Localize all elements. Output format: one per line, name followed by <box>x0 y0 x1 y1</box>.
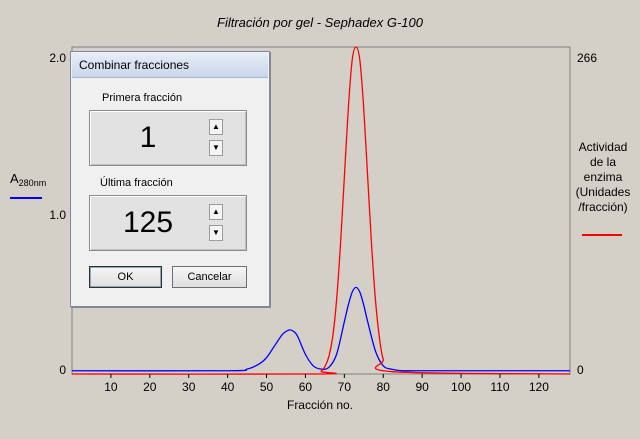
x-tick-label: 10 <box>104 380 118 394</box>
y-left-axis-label: A280nm <box>10 171 47 188</box>
ok-button[interactable]: OK <box>89 266 162 288</box>
x-tick-label: 30 <box>182 380 196 394</box>
dialog-title: Combinar fracciones <box>79 58 190 72</box>
arrow-up-icon: ▲ <box>212 207 220 216</box>
x-tick-label: 40 <box>221 380 235 394</box>
x-tick-label: 110 <box>490 380 509 394</box>
x-axis-ticks: 10 20 30 40 50 60 70 80 90 100 110 120 <box>104 374 549 394</box>
chart-title: Filtración por gel - Sephadex G-100 <box>217 15 423 30</box>
y-right-axis-label-line: (Unidades <box>575 185 631 199</box>
y-right-axis-label-line: enzima <box>583 170 623 184</box>
y-right-tick-1: 266 <box>577 51 598 65</box>
first-fraction-down-button[interactable]: ▼ <box>209 140 223 156</box>
last-fraction-down-button[interactable]: ▼ <box>209 225 223 241</box>
y-right-axis-label: Actividad de la enzima (Unidades /fracci… <box>570 140 636 215</box>
last-fraction-value[interactable]: 125 <box>122 206 174 239</box>
x-tick-label: 50 <box>260 380 274 394</box>
x-axis-label: Fracción no. <box>286 398 354 412</box>
y-right-tick-0: 0 <box>577 363 584 377</box>
x-tick-label: 90 <box>415 380 429 394</box>
x-tick-label: 100 <box>451 380 471 394</box>
enzyme-activity-series-line <box>71 46 571 375</box>
cancel-button[interactable]: Cancelar <box>172 266 247 288</box>
arrow-down-icon: ▼ <box>212 228 220 237</box>
absorbance-legend-line <box>10 197 42 199</box>
x-tick-label: 70 <box>338 380 352 394</box>
y-left-tick-0: 0 <box>59 363 66 377</box>
dialog-titlebar[interactable]: Combinar fracciones <box>72 53 268 78</box>
y-left-tick-2: 2.0 <box>49 51 66 65</box>
y-left-tick-1: 1.0 <box>49 208 66 222</box>
last-fraction-box: 125 ▲ ▼ <box>89 195 247 251</box>
first-fraction-value[interactable]: 1 <box>139 121 157 154</box>
y-right-axis-label-line: de la <box>589 155 617 169</box>
x-tick-label: 20 <box>143 380 157 394</box>
arrow-down-icon: ▼ <box>212 143 220 152</box>
first-fraction-up-button[interactable]: ▲ <box>209 119 223 135</box>
first-fraction-label: Primera fracción <box>102 92 183 104</box>
x-tick-label: 60 <box>299 380 313 394</box>
arrow-up-icon: ▲ <box>212 122 220 131</box>
x-tick-label: 120 <box>529 380 549 394</box>
y-left-axis-label-main: A <box>10 171 19 186</box>
series-layer <box>71 46 571 375</box>
x-tick-label: 80 <box>377 380 391 394</box>
combine-fractions-dialog: Combinar fracciones Primera fracción 1 ▲… <box>70 51 270 307</box>
first-fraction-box: 1 ▲ ▼ <box>89 110 247 166</box>
last-fraction-up-button[interactable]: ▲ <box>209 204 223 220</box>
y-right-axis-label-line: /fracción) <box>578 200 628 214</box>
y-right-axis-label-line: Actividad <box>578 140 628 154</box>
y-left-axis-label-sub: 280nm <box>18 178 47 188</box>
last-fraction-label: Última fracción <box>100 177 173 189</box>
activity-legend-line <box>582 234 622 236</box>
